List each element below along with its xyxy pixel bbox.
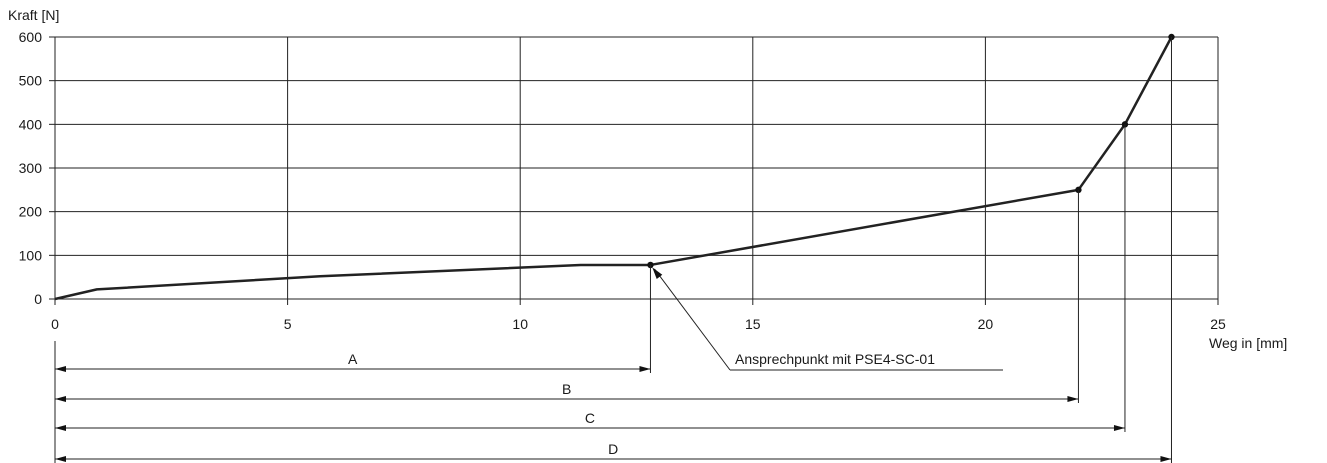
dimension-arrow-left (55, 425, 66, 431)
dimension-label: B (562, 381, 571, 397)
dimension-label: D (608, 441, 618, 457)
x-axis-title: Weg in [mm] (1209, 335, 1287, 351)
y-tick-label: 600 (19, 29, 43, 45)
annotation-arrowhead (652, 267, 663, 280)
series-curve (54, 36, 1173, 301)
x-tick-label: 25 (1210, 316, 1226, 332)
annotation-label: Ansprechpunkt mit PSE4-SC-01 (735, 351, 935, 367)
annotation: Ansprechpunkt mit PSE4-SC-01 (652, 267, 1003, 371)
dimension-arrow-left (55, 456, 66, 462)
x-tick-labels: 0 5 10 15 20 25 (51, 316, 1226, 332)
dimension-arrow-left (55, 366, 66, 372)
y-axis-title: Kraft [N] (8, 7, 59, 23)
dimension-arrow-right (1113, 425, 1125, 431)
y-tick-label: 300 (19, 160, 43, 176)
x-tick-label: 20 (978, 316, 994, 332)
dimension-label: A (348, 351, 358, 367)
y-tick-label: 400 (19, 116, 43, 132)
dimension-label: C (585, 410, 595, 426)
x-tick-label: 5 (284, 316, 292, 332)
marked-points (647, 33, 1175, 269)
dimension-arrow-right (1160, 456, 1172, 462)
dimension-lines: A BCD (54, 37, 1172, 463)
y-tick-label: 100 (19, 247, 43, 263)
grid-layer (49, 36, 1219, 305)
y-tick-label: 200 (19, 204, 43, 220)
dimension-arrow-left (55, 396, 66, 402)
x-tick-label: 0 (51, 316, 59, 332)
annotation-leader-line (654, 268, 731, 371)
y-tick-label: 0 (34, 291, 42, 307)
x-tick-label: 10 (512, 316, 528, 332)
series-line (54, 36, 1173, 301)
dimension-arrow-right (639, 366, 651, 372)
y-tick-labels: 0 100 200 300 400 500 600 (19, 29, 43, 307)
y-tick-label: 500 (19, 73, 43, 89)
dimension-arrow-right (1067, 396, 1079, 402)
x-tick-label: 15 (745, 316, 761, 332)
